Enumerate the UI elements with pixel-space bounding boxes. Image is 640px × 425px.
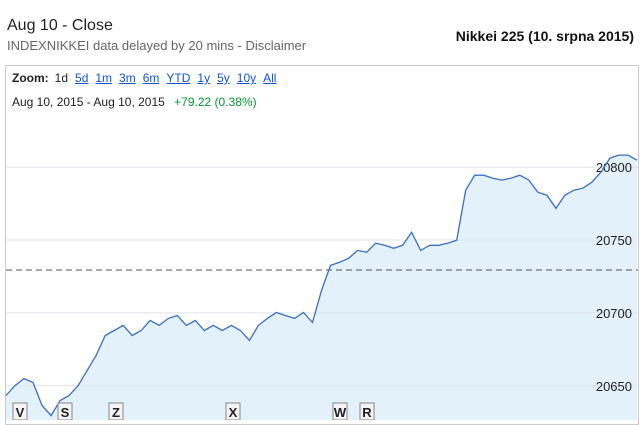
zoom-option[interactable]: 5y xyxy=(217,71,230,85)
flag-box xyxy=(57,402,73,420)
flag-label: V xyxy=(16,405,25,420)
flag-box xyxy=(225,402,241,420)
y-tick-label: 20750 xyxy=(596,233,632,248)
zoom-option[interactable]: 6m xyxy=(142,71,160,85)
zoom-option[interactable]: 1d xyxy=(54,71,69,85)
flag-box xyxy=(108,402,124,420)
status: Aug 10 - Close xyxy=(7,17,113,34)
zoom-option[interactable]: 3m xyxy=(119,71,136,85)
zoom-bar: Zoom: 1d 5d 1m 3m 6m YTD 1y 5y 10y All xyxy=(12,71,283,85)
zoom-option[interactable]: 1m xyxy=(95,71,113,85)
flag-box xyxy=(12,402,28,420)
flag-label: S xyxy=(61,405,70,420)
y-tick-label: 20700 xyxy=(596,306,632,321)
source: INDEXNIKKEI data delayed by 20 mins - Di… xyxy=(7,38,307,53)
flag-label: R xyxy=(362,405,372,420)
range: Aug 10, 2015 - Aug 10, 2015 +79.22 (0.38… xyxy=(12,95,257,109)
flag-label: Z xyxy=(112,405,120,420)
zoom-option[interactable]: All xyxy=(263,71,277,85)
flag-label: W xyxy=(334,405,347,420)
price-line xyxy=(5,154,638,417)
area-fill xyxy=(6,155,637,420)
range-change: +79.22 (0.38%) xyxy=(174,95,257,109)
y-tick-label: 20800 xyxy=(596,160,632,175)
flag-box xyxy=(359,402,375,420)
range-start: Aug 10, 2015 xyxy=(12,95,84,109)
flag-label: X xyxy=(229,405,238,420)
range-end: Aug 10, 2015 xyxy=(93,95,165,109)
zoom-option[interactable]: 10y xyxy=(236,71,257,85)
zoom-option[interactable]: YTD xyxy=(166,71,191,85)
range-separator: - xyxy=(86,95,91,109)
zoom-label: Zoom: xyxy=(12,71,49,85)
flag-box xyxy=(332,402,348,420)
caption: Nikkei 225 (10. srpna 2015) xyxy=(455,28,634,44)
zoom-option[interactable]: 1y xyxy=(197,71,211,85)
y-tick-label: 20650 xyxy=(596,379,632,394)
zoom-option[interactable]: 5d xyxy=(75,71,89,85)
